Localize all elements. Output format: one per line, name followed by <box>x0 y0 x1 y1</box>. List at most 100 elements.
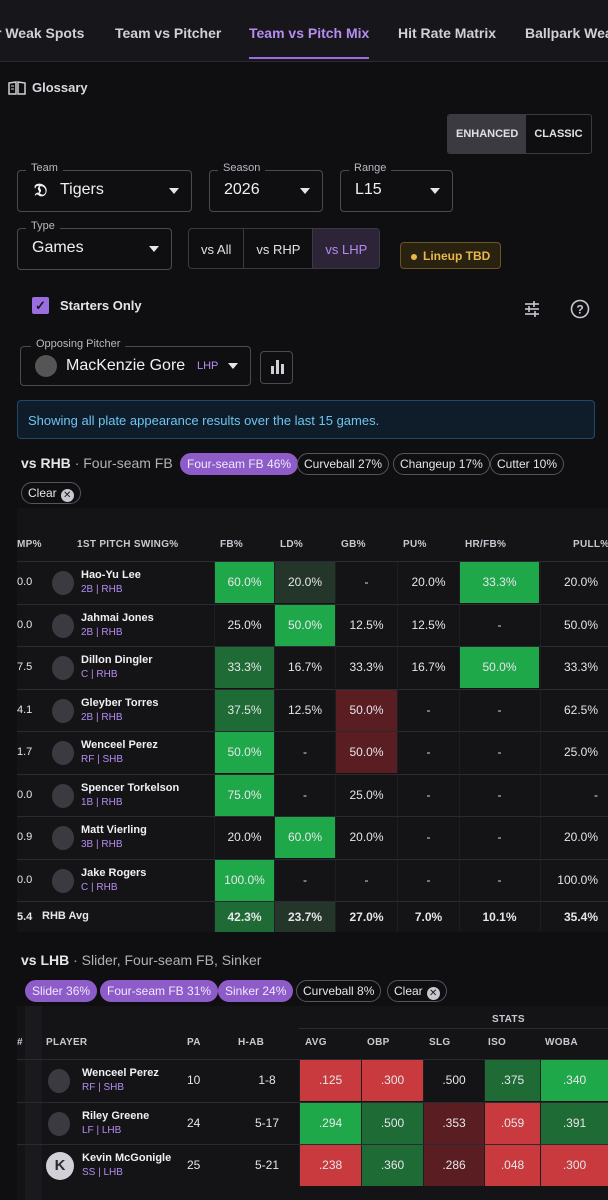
table-row[interactable]: 0.9 Matt Vierling 3B | RHB 20.0% 60.0% 20.0% -… <box>17 816 608 858</box>
lhb-table: STATS # PLAYER PA H-AB AVG OBP SLG ISO W… <box>17 1006 608 1200</box>
pitch-chip-cutter[interactable]: Cutter 10% <box>490 453 565 475</box>
col-header: MP% <box>17 539 42 550</box>
stat-cell: 60.0% <box>274 817 335 858</box>
settings-sliders-icon[interactable] <box>523 300 541 323</box>
pitch-chip-curveball[interactable]: Curveball 27% <box>297 453 390 475</box>
tab-hit-rate-matrix[interactable]: Hit Rate Matrix <box>398 25 497 41</box>
stat-cell: .360 <box>361 1145 423 1186</box>
stat-cell: .340 <box>540 1060 608 1101</box>
player-name[interactable]: Hao-Yu Lee <box>81 569 141 581</box>
vs-lhp-button[interactable]: vs LHP <box>313 229 380 268</box>
player-name[interactable]: Matt Vierling <box>81 824 147 836</box>
starters-only-checkbox[interactable]: ✓ <box>32 297 49 314</box>
table-row[interactable]: 7.5 Dillon Dingler C | RHB 33.3% 16.7% 33.3% 1… <box>17 646 608 688</box>
tab-ballpark-weather[interactable]: Ballpark Weat <box>525 25 608 41</box>
help-icon[interactable]: ? <box>570 299 590 324</box>
col-header: FB% <box>220 539 244 550</box>
table-row[interactable]: 1.7 Wenceel Perez RF | SHB 50.0% -50.0% - -25.… <box>17 731 608 773</box>
player-name[interactable]: Kevin McGonigle <box>82 1152 172 1164</box>
tigers-logo-icon: 𝔇 <box>34 180 48 201</box>
starters-only-label: Starters Only <box>60 298 142 313</box>
glossary-link[interactable]: Glossary <box>8 80 88 95</box>
clear-chip[interactable]: Clear ✕ <box>21 482 81 504</box>
stats-group-header: STATS <box>492 1014 525 1025</box>
bar-chart-icon <box>271 366 274 374</box>
classic-button[interactable]: CLASSIC <box>534 128 583 140</box>
player-name[interactable]: Gleyber Torres <box>81 696 159 709</box>
player-position: 2B | RHB <box>81 626 123 638</box>
team-value: Tigers <box>60 181 104 198</box>
stat-cell: 50.0% <box>540 604 608 646</box>
col-header: PLAYER <box>46 1037 88 1048</box>
player-name[interactable]: Jahmai Jones <box>81 611 154 624</box>
player-position: RF | SHB <box>81 754 124 765</box>
stat-cell: 37.5% <box>214 689 274 731</box>
avatar <box>52 656 74 680</box>
pitch-chip-four-seam[interactable]: Four-seam FB 46% <box>180 453 299 475</box>
hab-cell: 1-8 <box>258 1073 276 1087</box>
pitch-chip-slider[interactable]: Slider 36% <box>25 980 98 1002</box>
stat-cell: 20.0% <box>274 562 335 603</box>
table-row[interactable]: 0.0 Jahmai Jones 2B | RHB 25.0% 50.0% 12.5% 12… <box>17 603 608 646</box>
opposing-pitcher-select[interactable]: Opposing Pitcher MacKenzie Gore LHP <box>20 338 251 386</box>
table-row[interactable]: K Kevin McGonigle SS | LHB 25 5-21 .238.360.2… <box>17 1144 608 1186</box>
stat-cell: - <box>397 859 459 901</box>
table-row[interactable]: 4.1 Gleyber Torres 2B | RHB 37.5% 12.5% 50.0%… <box>17 688 608 731</box>
stat-cell: 12.5% <box>397 604 459 646</box>
bar-chart-button[interactable] <box>260 351 293 384</box>
stat-cell: 20.0% <box>397 562 459 603</box>
player-position: 1B | RHB <box>81 796 123 808</box>
table-row[interactable]: Wenceel Perez RF | SHB 10 1-8.125.300.500.3… <box>17 1059 608 1101</box>
table-row[interactable]: Riley Greene LF | LHB 24 5-17 .294.500.353.0… <box>17 1101 608 1144</box>
player-name[interactable]: Dillon Dingler <box>81 654 153 666</box>
stat-cell: .391 <box>540 1102 608 1144</box>
pitch-chip-sinker[interactable]: Sinker 24% <box>218 980 294 1002</box>
col-header: PA <box>187 1037 201 1048</box>
vs-all-button[interactable]: vs All <box>189 229 245 268</box>
glossary-label: Glossary <box>32 80 88 95</box>
tab-team-vs-pitcher[interactable]: Team vs Pitcher <box>115 25 222 41</box>
avg-label: RHB Avg <box>42 910 89 922</box>
stat-cell: .300 <box>361 1060 423 1101</box>
range-value: L15 <box>355 181 382 198</box>
player-name[interactable]: Jake Rogers <box>81 866 147 879</box>
enhanced-button[interactable]: ENHANCED <box>448 115 527 153</box>
team-select[interactable]: Team 𝔇 Tigers <box>17 162 192 212</box>
stat-cell: - <box>459 604 539 646</box>
col-header: PU% <box>403 539 427 550</box>
stat-cell: 50.0% <box>214 732 274 773</box>
tab-team-vs-pitch-mix[interactable]: Team vs Pitch Mix <box>249 0 370 61</box>
stat-cell: 20.0% <box>540 562 608 603</box>
stat-cell: - <box>459 817 539 858</box>
stat-cell: 16.7% <box>397 647 459 688</box>
col-header: 1ST PITCH SWING% <box>77 539 179 550</box>
player-name[interactable]: Wenceel Perez <box>82 1067 159 1079</box>
col-header: LD% <box>280 539 304 550</box>
lineup-badge: Lineup TBD <box>400 242 502 269</box>
avg-stat-cell: 27.0% <box>335 902 397 932</box>
stat-cell: 60.0% <box>214 562 274 603</box>
stat-cell: 50.0% <box>459 647 539 688</box>
season-select[interactable]: Season 2026 <box>209 162 323 212</box>
pitch-chip-curveball[interactable]: Curveball 8% <box>296 980 382 1002</box>
player-name[interactable]: Riley Greene <box>82 1109 150 1122</box>
vs-rhp-button[interactable]: vs RHP <box>244 229 314 268</box>
pitch-chip-changeup[interactable]: Changeup 17% <box>393 453 490 475</box>
stat-cell: .500 <box>361 1102 423 1144</box>
pitch-chip-four-seam[interactable]: Four-seam FB 31% <box>100 980 219 1002</box>
season-value: 2026 <box>224 181 260 198</box>
range-select[interactable]: Range L15 <box>340 162 453 212</box>
type-select[interactable]: Type Games <box>17 220 172 270</box>
stat-cell: 50.0% <box>274 604 335 646</box>
stat-cell: .048 <box>484 1145 540 1186</box>
avatar <box>48 1111 70 1136</box>
table-row[interactable]: 0.0 Jake Rogers C | RHB 100.0% - - - -100.0% <box>17 858 608 901</box>
table-row[interactable]: 0.0 Spencer Torkelson 1B | RHB 75.0% -25.0% -… <box>17 773 608 816</box>
tab-weak-spots[interactable]: r Weak Spots <box>0 25 85 41</box>
player-name[interactable]: Spencer Torkelson <box>81 781 180 794</box>
stat-cell: .500 <box>423 1060 484 1101</box>
table-row[interactable]: 0.0 Hao-Yu Lee 2B | RHB 60.0% 20.0% -20.0% 33.… <box>17 561 608 603</box>
stat-cell: - <box>459 859 539 901</box>
player-name[interactable]: Wenceel Perez <box>81 739 158 751</box>
clear-chip[interactable]: Clear ✕ <box>387 980 447 1002</box>
